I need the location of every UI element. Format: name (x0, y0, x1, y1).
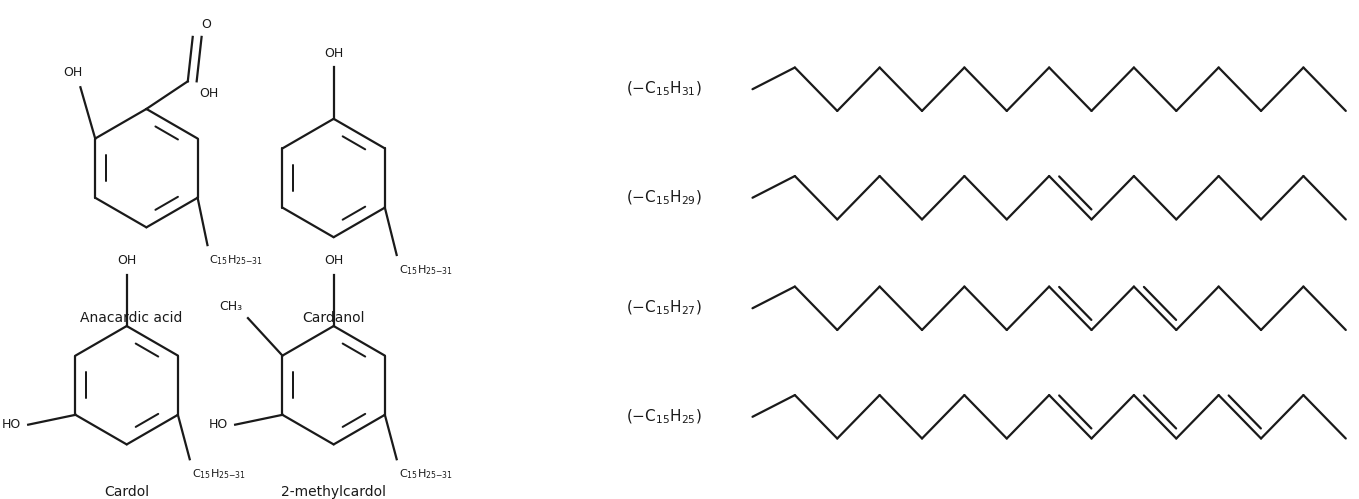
Text: OH: OH (200, 87, 219, 100)
Text: O: O (201, 18, 212, 31)
Text: HO: HO (1, 418, 22, 431)
Text: $(-\mathrm{C}_{15}\mathrm{H}_{25})$: $(-\mathrm{C}_{15}\mathrm{H}_{25})$ (626, 408, 701, 426)
Text: C$_{15}$H$_{25\mathsf{-}31}$: C$_{15}$H$_{25\mathsf{-}31}$ (398, 263, 453, 276)
Text: C$_{15}$H$_{25\mathsf{-}31}$: C$_{15}$H$_{25\mathsf{-}31}$ (192, 467, 246, 481)
Text: $(-\mathrm{C}_{15}\mathrm{H}_{29})$: $(-\mathrm{C}_{15}\mathrm{H}_{29})$ (626, 189, 701, 207)
Text: OH: OH (323, 254, 344, 267)
Text: Cardanol: Cardanol (303, 311, 366, 325)
Text: Cardol: Cardol (105, 485, 149, 499)
Text: OH: OH (323, 46, 344, 59)
Text: C$_{15}$H$_{25\mathsf{-}31}$: C$_{15}$H$_{25\mathsf{-}31}$ (398, 467, 453, 481)
Text: C$_{15}$H$_{25\mathsf{-}31}$: C$_{15}$H$_{25\mathsf{-}31}$ (209, 253, 264, 267)
Text: CH₃: CH₃ (219, 300, 242, 313)
Text: Anacardic acid: Anacardic acid (80, 311, 183, 325)
Text: OH: OH (117, 254, 136, 267)
Text: $(-\mathrm{C}_{15}\mathrm{H}_{27})$: $(-\mathrm{C}_{15}\mathrm{H}_{27})$ (626, 299, 701, 317)
Text: HO: HO (209, 418, 228, 431)
Text: 2-methylcardol: 2-methylcardol (281, 485, 386, 499)
Text: OH: OH (63, 66, 82, 79)
Text: $(-\mathrm{C}_{15}\mathrm{H}_{31})$: $(-\mathrm{C}_{15}\mathrm{H}_{31})$ (626, 80, 701, 98)
